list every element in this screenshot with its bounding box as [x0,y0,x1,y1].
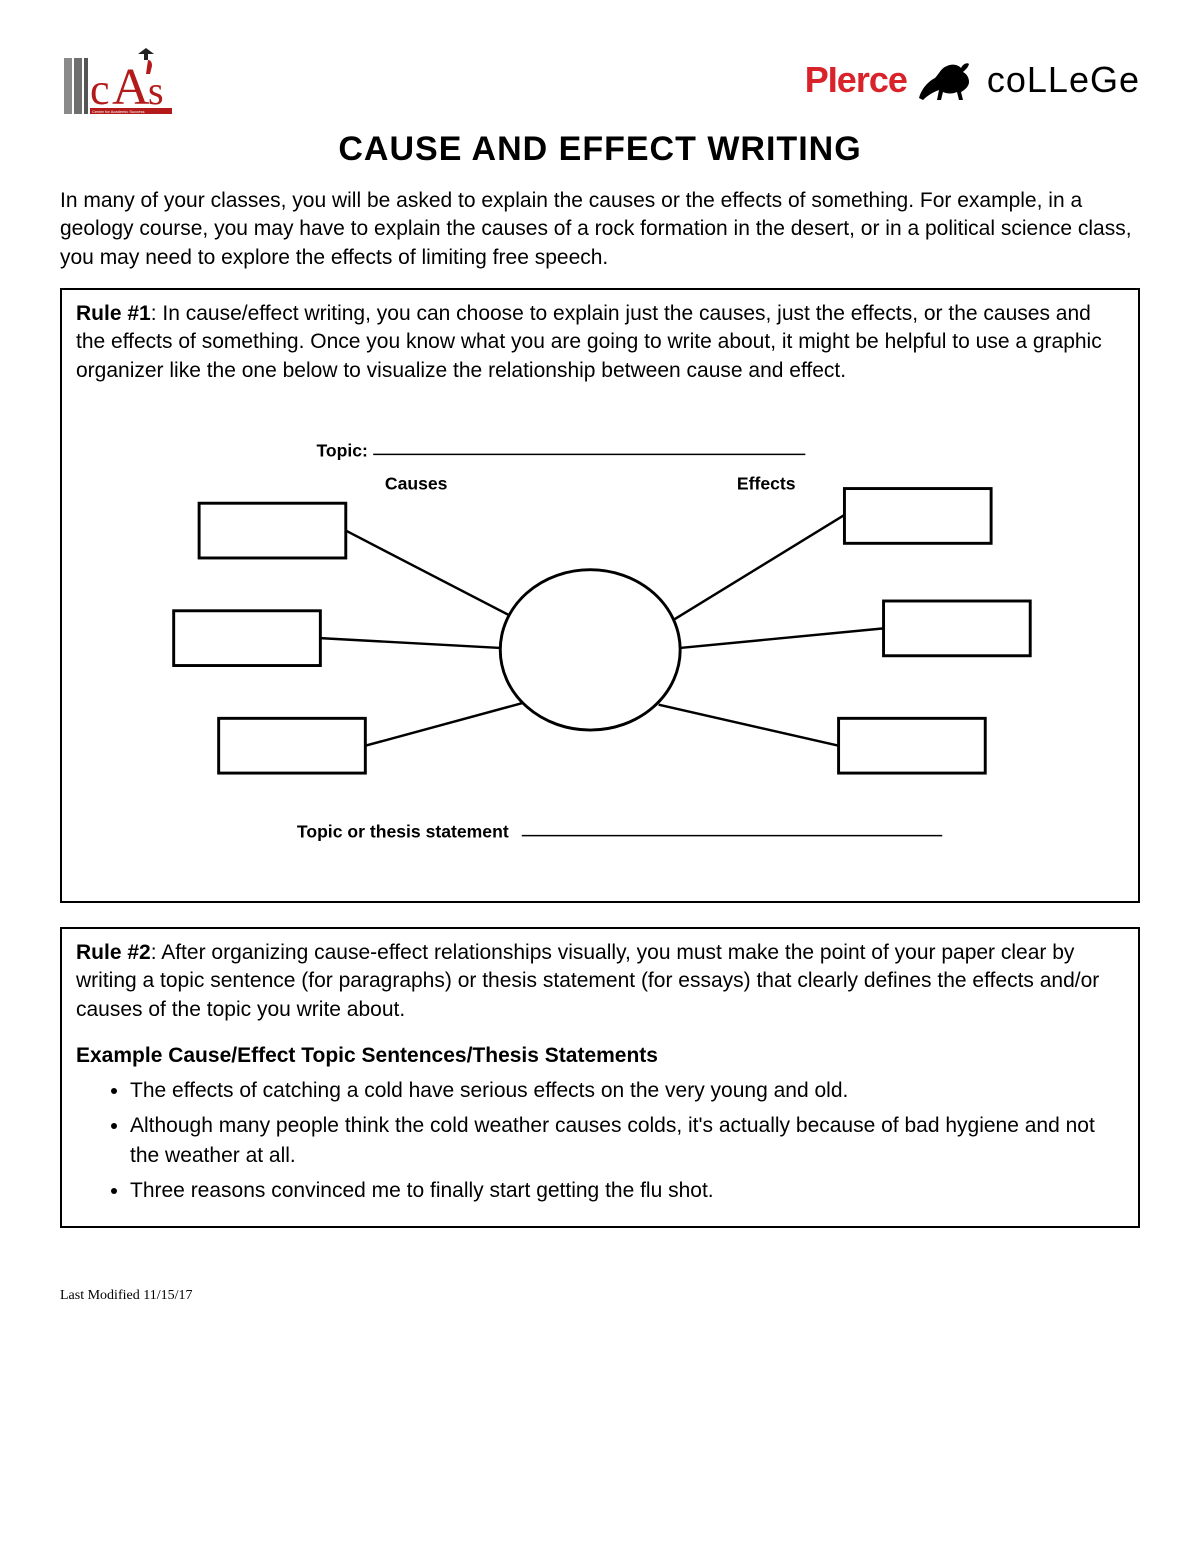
examples-list: The effects of catching a cold have seri… [76,1076,1124,1206]
rule-1-body: : In cause/effect writing, you can choos… [76,302,1102,382]
example-item: Three reasons convinced me to finally st… [130,1176,1124,1206]
last-modified: Last Modified 11/15/17 [60,1288,1140,1304]
pierce-word: PIerce [805,59,907,101]
rule-2-box: Rule #2: After organizing cause-effect r… [60,927,1140,1228]
example-item: Although many people think the cold weat… [130,1111,1124,1172]
rule-1-box: Rule #1: In cause/effect writing, you ca… [60,288,1140,903]
svg-text:Effects: Effects [737,474,796,494]
graphic-organizer: Topic: Causes Effects Topic or thesis state… [76,405,1124,885]
rule-2-body: : After organizing cause-effect relation… [76,941,1099,1021]
cas-logo-svg: c A s Center for Academic Success [60,40,180,120]
example-item: The effects of catching a cold have seri… [130,1076,1124,1106]
svg-text:A: A [112,59,150,116]
rule-1-text: Rule #1: In cause/effect writing, you ca… [76,300,1124,385]
svg-text:Topic or thesis statement: Topic or thesis statement [297,822,509,842]
examples-heading: Example Cause/Effect Topic Sentences/The… [76,1042,1124,1070]
page-header: c A s Center for Academic Success PIerce… [60,40,1140,120]
svg-text:Topic:: Topic: [316,440,367,460]
college-word: coLLeGe [987,59,1140,101]
svg-text:c: c [90,65,110,114]
intro-paragraph: In many of your classes, you will be ask… [60,187,1140,272]
rule-1-label: Rule #1 [76,302,151,325]
cas-logo: c A s Center for Academic Success [60,40,180,120]
rule-2-text: Rule #2: After organizing cause-effect r… [76,939,1124,1024]
svg-text:Center for Academic Success: Center for Academic Success [92,109,144,114]
page-title: CAUSE AND EFFECT WRITING [60,130,1140,169]
rule-2-label: Rule #2 [76,941,151,964]
bull-icon [911,54,983,106]
organizer-svg: Topic: Causes Effects Topic or thesis state… [160,405,1040,885]
svg-text:s: s [148,68,164,113]
pierce-college-logo: PIerce coLLeGe [805,50,1140,110]
svg-text:Causes: Causes [385,474,448,494]
